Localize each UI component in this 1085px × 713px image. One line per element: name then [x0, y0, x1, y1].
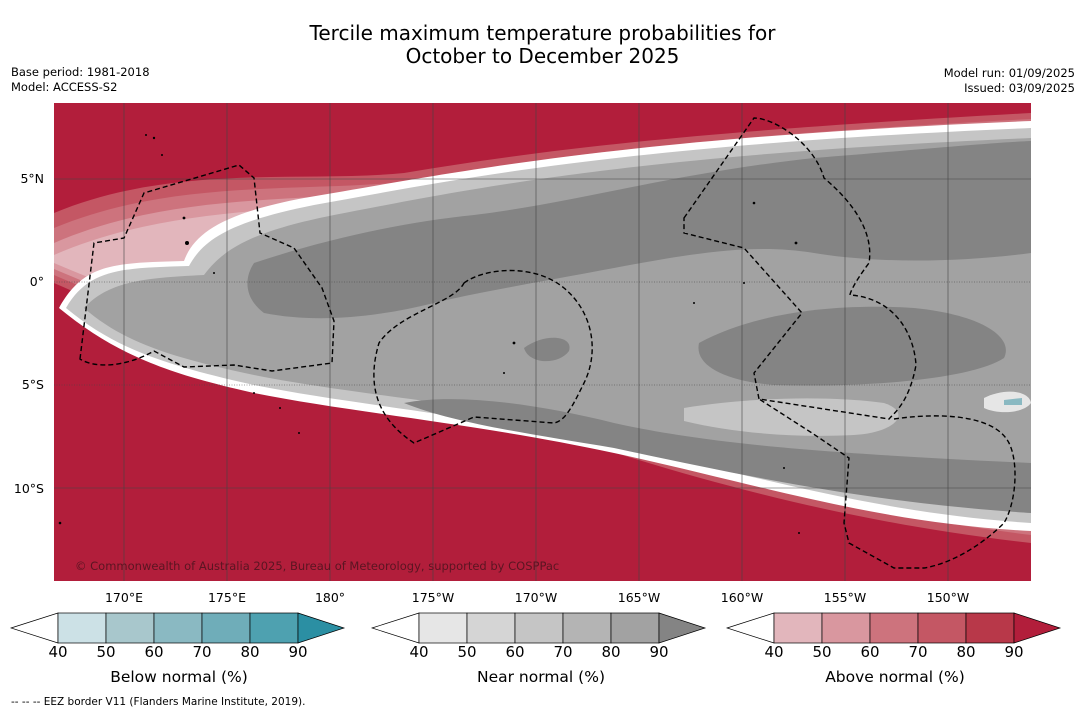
- title-line-2: October to December 2025: [405, 44, 680, 68]
- lat-label-0: 0°: [29, 274, 44, 289]
- colorbar-extend-low: [726, 612, 775, 644]
- colorbar-extend-high: [658, 612, 707, 644]
- colorbar-extend-low: [371, 612, 420, 644]
- colorbar-extend-high: [297, 612, 346, 644]
- colorbar-title-below: Below normal (%): [110, 668, 248, 686]
- colorbar-near-normal: [371, 612, 707, 644]
- lon-label-155w: 155°W: [823, 590, 867, 605]
- colorbar-tick-label: 40: [764, 643, 784, 661]
- colorbar-segment: [562, 612, 612, 644]
- lon-label-150w: 150°W: [926, 590, 970, 605]
- lon-label-165w: 165°W: [617, 590, 661, 605]
- colorbar-tick-label: 70: [192, 643, 212, 661]
- colorbar-tick-label: 80: [601, 643, 621, 661]
- colorbar-tick-label: 40: [409, 643, 429, 661]
- chart-title: Tercile maximum temperature probabilitie…: [0, 22, 1085, 68]
- lat-label-5s: 5°S: [21, 377, 44, 392]
- eez-footnote: -- -- -- EEZ border V11 (Flanders Marine…: [11, 696, 306, 708]
- lat-label-10s: 10°S: [13, 481, 44, 496]
- colorbar-tick-label: 90: [288, 643, 308, 661]
- colorbar-segment: [917, 612, 967, 644]
- colorbar-tick-label: 50: [457, 643, 477, 661]
- lon-label-175w: 175°W: [411, 590, 455, 605]
- meta-right: Model run: 01/09/2025 Issued: 03/09/2025: [944, 66, 1075, 96]
- colorbar-segment: [418, 612, 468, 644]
- colorbar-below-normal: [10, 612, 346, 644]
- colorbar-tick-label: 60: [505, 643, 525, 661]
- title-line-1: Tercile maximum temperature probabilitie…: [309, 21, 776, 45]
- colorbar-tick-label: 60: [144, 643, 164, 661]
- colorbar-tick-label: 80: [240, 643, 260, 661]
- colorbar-segment: [201, 612, 251, 644]
- probability-map: [54, 103, 1031, 581]
- colorbar-segment: [105, 612, 155, 644]
- lat-label-5n: 5°N: [20, 171, 44, 186]
- colorbar-segment: [153, 612, 203, 644]
- colorbar-tick-label: 50: [812, 643, 832, 661]
- colorbar-title-above: Above normal (%): [825, 668, 965, 686]
- copyright-credit: © Commonwealth of Australia 2025, Bureau…: [75, 559, 560, 573]
- colorbar-tick-label: 70: [553, 643, 573, 661]
- colorbar-tick-label: 90: [649, 643, 669, 661]
- colorbar-tick-label: 70: [908, 643, 928, 661]
- model-name: Model: ACCESS-S2: [11, 80, 118, 94]
- lon-label-170e: 170°E: [104, 590, 143, 605]
- near-normal-high-patch: [524, 337, 570, 362]
- meta-left: Base period: 1981-2018 Model: ACCESS-S2: [11, 65, 150, 95]
- colorbar-tick-label: 60: [860, 643, 880, 661]
- colorbar-segment: [249, 612, 299, 644]
- issued-date: Issued: 03/09/2025: [964, 81, 1075, 95]
- colorbar-tick-label: 40: [48, 643, 68, 661]
- colorbar-segment: [514, 612, 564, 644]
- near-normal-high-east: [698, 306, 1006, 386]
- lon-label-180: 180°: [314, 590, 346, 605]
- colorbar-tick-label: 90: [1004, 643, 1024, 661]
- colorbar-above-normal: [726, 612, 1062, 644]
- near-normal-high-south: [404, 399, 1031, 513]
- eez-borders: [79, 117, 1016, 569]
- colorbar-extend-low: [10, 612, 59, 644]
- model-run: Model run: 01/09/2025: [943, 66, 1075, 80]
- islands: [58, 134, 800, 534]
- colorbar-segment: [57, 612, 107, 644]
- lon-label-160w: 160°W: [720, 590, 764, 605]
- colorbar-tick-label: 80: [956, 643, 976, 661]
- lon-label-175e: 175°E: [207, 590, 246, 605]
- colorbar-segment: [466, 612, 516, 644]
- colorbar-tick-label: 50: [96, 643, 116, 661]
- colorbar-segment: [821, 612, 871, 644]
- lon-label-170w: 170°W: [514, 590, 558, 605]
- colorbar-segment: [773, 612, 823, 644]
- gridlines: [54, 103, 1031, 581]
- base-period: Base period: 1981-2018: [11, 65, 150, 79]
- colorbar-segment: [965, 612, 1015, 644]
- colorbar-title-near: Near normal (%): [477, 668, 605, 686]
- colorbar-segment: [610, 612, 660, 644]
- colorbar-segment: [869, 612, 919, 644]
- colorbar-extend-high: [1013, 612, 1062, 644]
- below-normal-patch: [1004, 398, 1022, 405]
